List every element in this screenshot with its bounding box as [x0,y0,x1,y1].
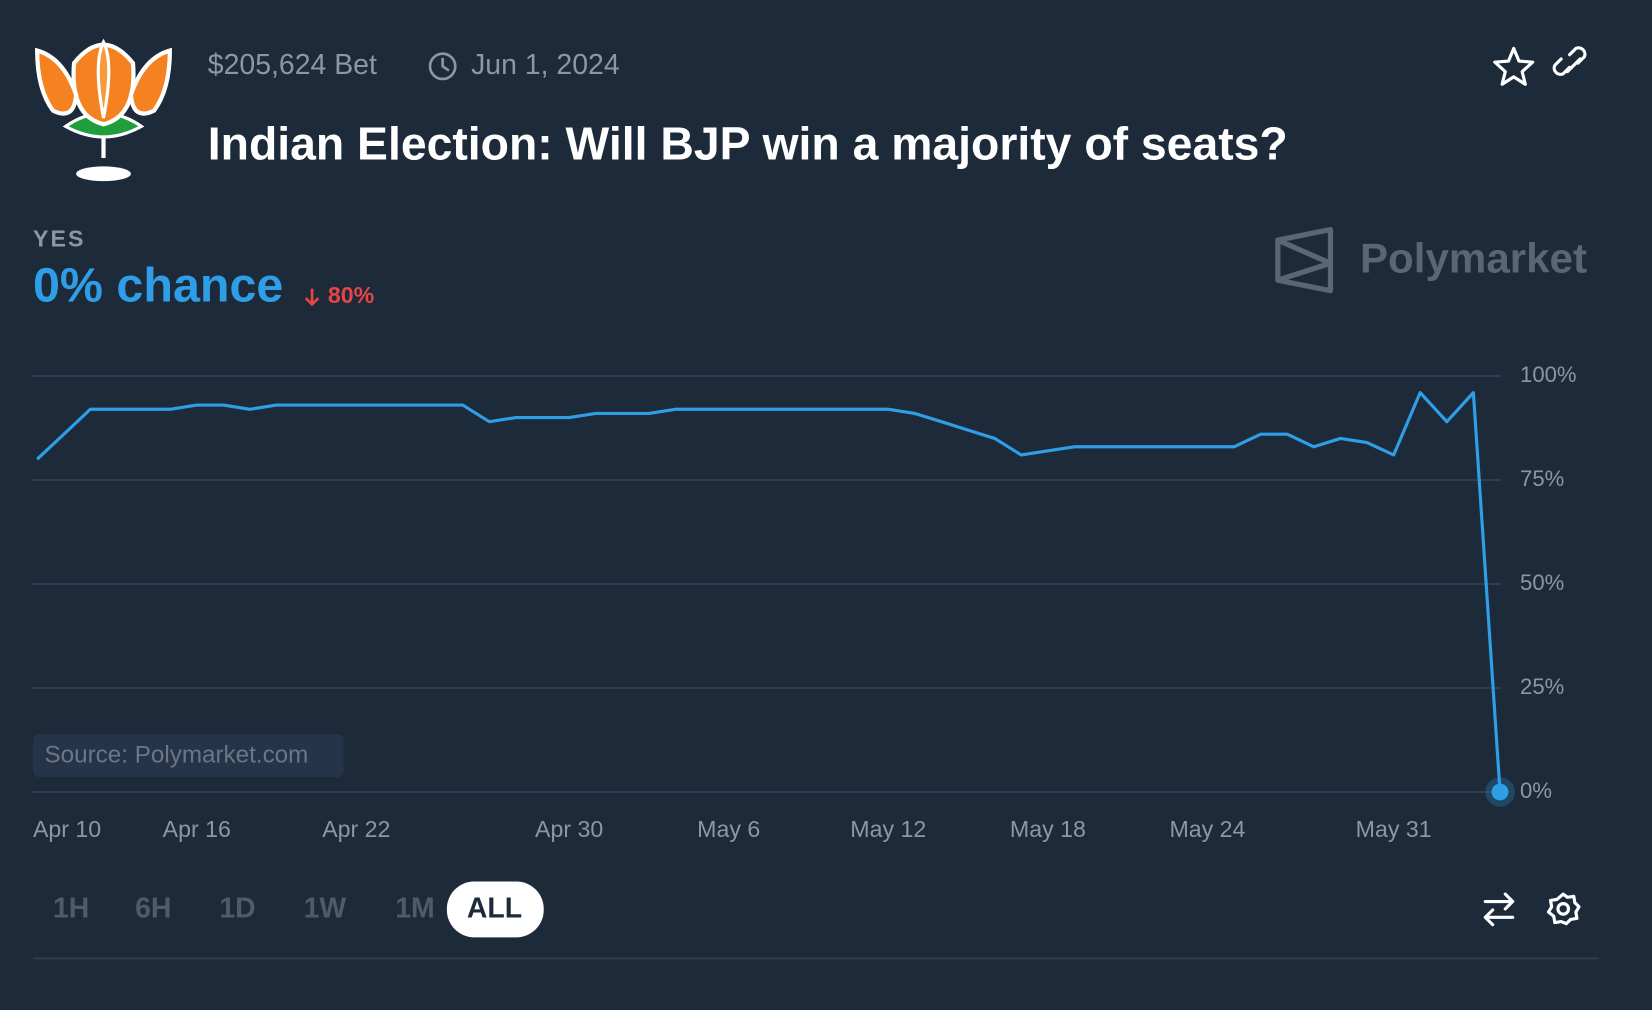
y-tick-label: 100% [1520,362,1577,387]
current-point [1491,783,1509,801]
end-date: Jun 1, 2024 [471,49,620,81]
volume: $205,624 Bet [208,49,377,81]
x-tick-label: May 6 [697,816,760,842]
brand-name: Polymarket [1360,234,1587,281]
chance: 0% chance [33,258,283,312]
x-tick-label: May 12 [850,816,926,842]
change: 80% [328,282,374,308]
x-tick-label: Apr 10 [33,816,101,842]
swap-button[interactable] [1483,892,1515,927]
clock-icon [428,52,457,81]
range-button[interactable]: 1D [219,892,255,924]
settings-button[interactable] [1546,892,1581,926]
x-tick-label: May 24 [1169,816,1245,842]
copy-link-button[interactable] [1552,46,1587,76]
x-tick-label: Apr 30 [535,816,603,842]
range-button[interactable]: 1M [395,892,434,924]
y-tick-label: 25% [1520,674,1564,699]
y-tick-label: 75% [1520,466,1564,491]
source: Source: Polymarket.com [45,742,309,769]
down-arrow [304,288,320,307]
market-title: Indian Election: Will BJP win a majority… [208,118,1288,170]
x-tick-label: May 31 [1356,816,1432,842]
range-button[interactable]: ALL [467,892,522,924]
x-tick-label: May 18 [1010,816,1086,842]
favorite-button[interactable] [1493,46,1535,86]
range-pill [446,881,544,938]
range-button[interactable]: 6H [135,892,171,924]
source-badge [32,734,344,778]
plot: 0% 25% 50% 75% 100% Apr 10 Apr 16 Apr 22 Apr 30 M… [32,362,1577,842]
y-tick-label: 0% [1520,778,1552,803]
brand-logo [1275,226,1334,294]
price-line [36,391,1502,793]
x-tick-label: Apr 16 [163,816,231,842]
range-selector: 1H 6H 1D 1W 1M ALL [53,881,544,938]
range-button[interactable]: 1W [304,892,347,924]
range-button[interactable]: 1H [53,892,89,924]
y-tick-label: 50% [1520,570,1564,595]
party-logo [35,38,172,182]
x-tick-label: Apr 22 [322,816,390,842]
outcome-label: YES [33,225,86,251]
